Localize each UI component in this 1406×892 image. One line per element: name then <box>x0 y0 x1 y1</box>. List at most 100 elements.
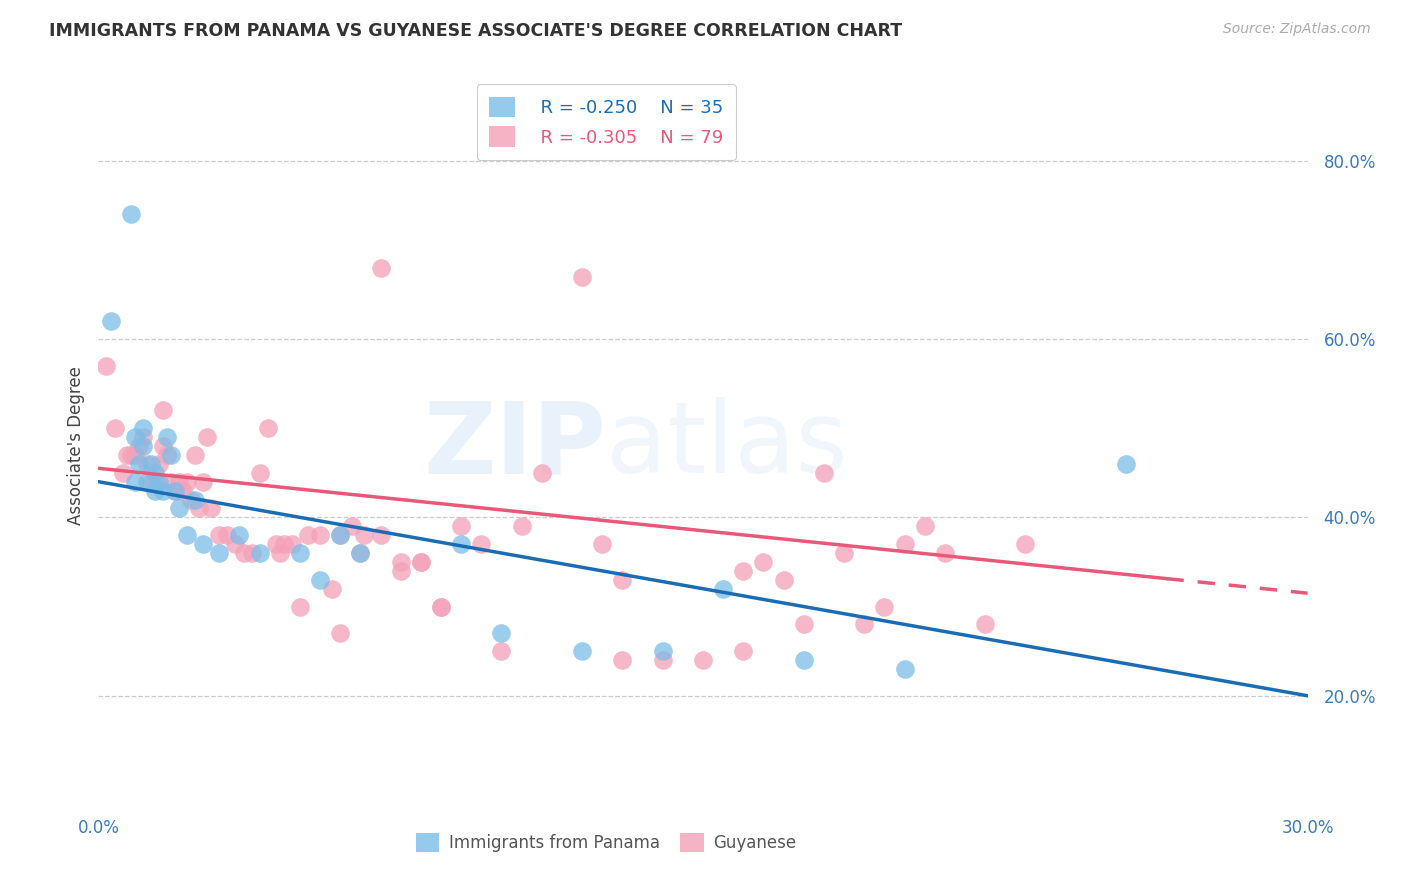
Point <box>321 582 343 596</box>
Point <box>249 546 271 560</box>
Point <box>370 528 392 542</box>
Point <box>450 519 472 533</box>
Point <box>148 475 170 489</box>
Point <box>813 466 835 480</box>
Point <box>370 260 392 275</box>
Point <box>249 466 271 480</box>
Point <box>651 644 673 658</box>
Point <box>309 573 332 587</box>
Point <box>491 644 513 658</box>
Point <box>232 546 254 560</box>
Point <box>309 528 332 542</box>
Point <box>139 457 162 471</box>
Point <box>256 421 278 435</box>
Point <box>224 537 246 551</box>
Legend: Immigrants from Panama, Guyanese: Immigrants from Panama, Guyanese <box>409 826 803 859</box>
Point <box>195 430 218 444</box>
Point <box>692 653 714 667</box>
Point <box>143 466 166 480</box>
Point <box>167 501 190 516</box>
Point <box>172 483 194 498</box>
Point <box>167 475 190 489</box>
Point <box>184 492 207 507</box>
Point <box>148 457 170 471</box>
Point <box>793 617 815 632</box>
Point <box>733 644 755 658</box>
Point <box>128 439 150 453</box>
Point <box>193 537 215 551</box>
Point <box>853 617 876 632</box>
Point <box>733 564 755 578</box>
Point <box>349 546 371 560</box>
Text: ZIP: ZIP <box>423 398 606 494</box>
Y-axis label: Associate's Degree: Associate's Degree <box>66 367 84 525</box>
Point <box>163 483 186 498</box>
Point <box>409 555 432 569</box>
Point <box>934 546 956 560</box>
Point <box>353 528 375 542</box>
Point <box>152 483 174 498</box>
Point <box>217 528 239 542</box>
Point <box>974 617 997 632</box>
Point <box>491 626 513 640</box>
Point <box>329 626 352 640</box>
Point <box>329 528 352 542</box>
Point <box>612 573 634 587</box>
Point <box>342 519 364 533</box>
Point <box>873 599 896 614</box>
Point <box>132 430 155 444</box>
Point <box>124 430 146 444</box>
Point <box>240 546 263 560</box>
Point <box>264 537 287 551</box>
Point <box>152 403 174 417</box>
Point <box>893 537 915 551</box>
Point <box>152 439 174 453</box>
Point <box>128 457 150 471</box>
Point <box>135 457 157 471</box>
Point <box>530 466 553 480</box>
Point <box>281 537 304 551</box>
Point <box>132 421 155 435</box>
Point <box>389 564 412 578</box>
Point <box>772 573 794 587</box>
Point <box>793 653 815 667</box>
Point <box>228 528 250 542</box>
Point <box>100 314 122 328</box>
Point <box>176 528 198 542</box>
Point <box>103 421 125 435</box>
Point <box>184 448 207 462</box>
Point <box>132 439 155 453</box>
Point <box>752 555 775 569</box>
Point <box>450 537 472 551</box>
Point <box>156 448 179 462</box>
Point <box>349 546 371 560</box>
Point <box>288 599 311 614</box>
Point <box>176 475 198 489</box>
Point <box>96 359 118 373</box>
Point <box>571 644 593 658</box>
Point <box>188 501 211 516</box>
Point <box>156 430 179 444</box>
Point <box>832 546 855 560</box>
Point <box>208 546 231 560</box>
Point <box>470 537 492 551</box>
Point <box>591 537 613 551</box>
Point <box>163 483 186 498</box>
Point <box>180 492 202 507</box>
Point <box>389 555 412 569</box>
Point <box>409 555 432 569</box>
Text: atlas: atlas <box>606 398 848 494</box>
Point <box>208 528 231 542</box>
Point <box>135 475 157 489</box>
Point <box>510 519 533 533</box>
Point <box>1115 457 1137 471</box>
Point <box>111 466 134 480</box>
Point <box>430 599 453 614</box>
Point <box>143 475 166 489</box>
Point <box>711 582 734 596</box>
Point <box>139 475 162 489</box>
Text: IMMIGRANTS FROM PANAMA VS GUYANESE ASSOCIATE'S DEGREE CORRELATION CHART: IMMIGRANTS FROM PANAMA VS GUYANESE ASSOC… <box>49 22 903 40</box>
Point <box>124 448 146 462</box>
Point <box>1014 537 1036 551</box>
Point <box>120 448 142 462</box>
